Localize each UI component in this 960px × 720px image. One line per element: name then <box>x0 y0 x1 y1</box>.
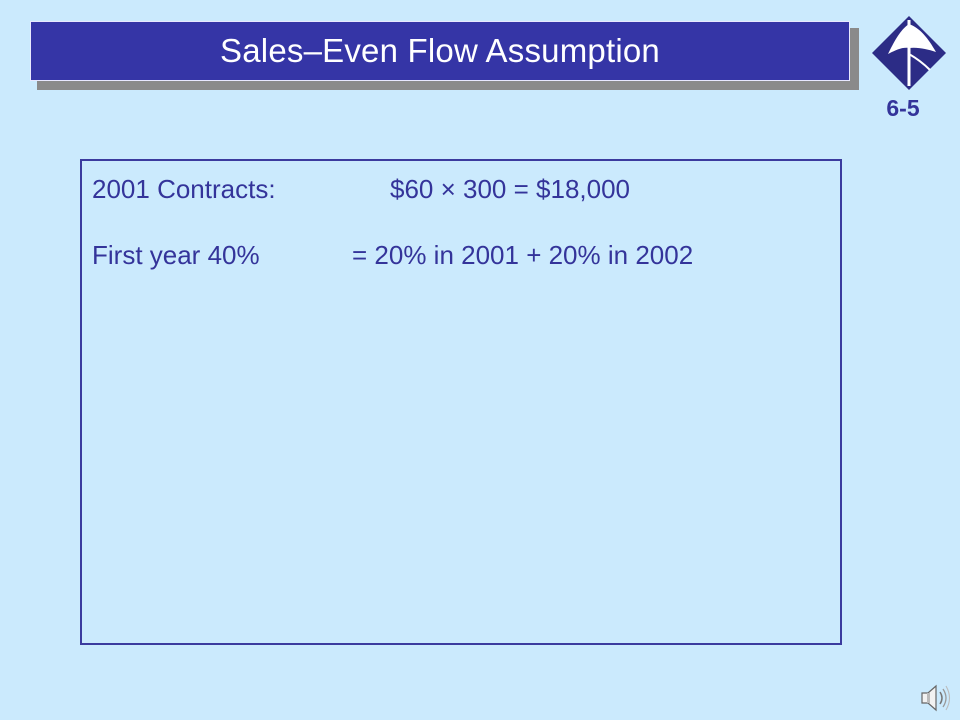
diamond-logo-icon <box>872 16 946 90</box>
content-box: 2001 Contracts: $60 × 300 = $18,000 Firs… <box>80 159 842 645</box>
slide-number: 6-5 <box>886 95 920 121</box>
first-year-split: = 20% in 2001 + 20% in 2002 <box>352 240 694 270</box>
speaker-icon[interactable] <box>918 680 954 716</box>
contracts-label: 2001 Contracts: <box>92 174 276 204</box>
slide-title: Sales–Even Flow Assumption <box>220 32 660 69</box>
first-year-label: First year 40% <box>92 240 260 270</box>
contracts-calculation: $60 × 300 = $18,000 <box>390 174 631 204</box>
title-bar: Sales–Even Flow Assumption <box>30 21 850 81</box>
